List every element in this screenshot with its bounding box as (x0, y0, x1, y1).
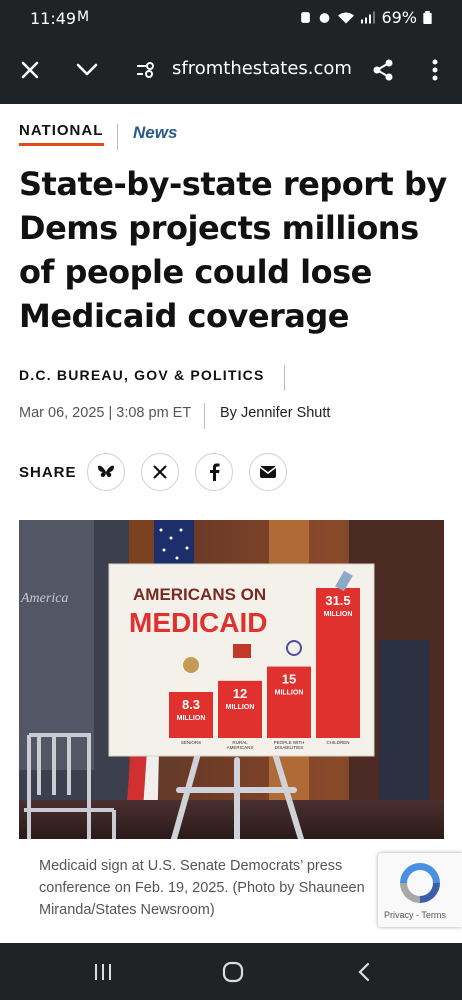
share-label: SHARE (19, 464, 77, 481)
close-icon[interactable] (14, 54, 46, 86)
recaptcha-icon (400, 863, 440, 903)
sign-bar-unit: MILLION (275, 690, 304, 697)
article-date: Mar 06, 2025 | 3:08 pm ET (19, 405, 192, 421)
photo-caption: Medicaid sign at U.S. Senate Democrats’ … (39, 858, 365, 918)
alarm-icon (320, 13, 330, 23)
bluesky-share-button[interactable] (87, 453, 125, 491)
section-kicker[interactable]: NATIONAL (19, 122, 104, 139)
sign-bar-value: 12 (233, 686, 247, 701)
article-byline[interactable]: By Jennifer Shutt (220, 405, 331, 421)
x-logo-icon (153, 465, 167, 479)
divider (284, 365, 285, 391)
lock-icon (301, 12, 311, 23)
facebook-share-button[interactable] (195, 453, 233, 491)
sign-bar-label: PEOPLE WITH (274, 740, 305, 745)
share-icon[interactable] (367, 54, 399, 86)
url-bar[interactable]: sfromthestates.com (172, 58, 352, 79)
sign-bar (169, 692, 213, 738)
sign-bar-label: CHILDREN (326, 740, 349, 745)
divider (117, 124, 118, 150)
facebook-icon (210, 463, 220, 481)
android-nav-bar (0, 943, 462, 1000)
browser-toolbar: sfromthestates.com (0, 36, 462, 104)
photo-illustration: America AMERICANS ON MEDICAID 8.3 MILLION… (19, 520, 444, 839)
background-wall-text: America (20, 591, 68, 606)
recaptcha-terms[interactable]: Privacy - Terms (384, 910, 446, 920)
sign-bar (316, 588, 360, 738)
site-settings-icon[interactable] (130, 54, 162, 86)
sign-bar-unit: MILLION (324, 611, 353, 618)
category-label[interactable]: News (133, 123, 178, 142)
back-icon[interactable] (349, 957, 379, 987)
mail-icon (259, 466, 277, 478)
battery-percent: 69% (381, 8, 417, 27)
recent-apps-icon[interactable] (88, 957, 118, 987)
sign-bar-unit: MILLION (177, 715, 206, 722)
chevron-down-icon[interactable] (71, 54, 103, 86)
home-icon[interactable] (218, 957, 248, 987)
status-bar: 11:49 M 69% (0, 0, 462, 36)
bureau-label[interactable]: D.C. BUREAU, GOV & POLITICS (19, 367, 265, 383)
article-photo[interactable]: America AMERICANS ON MEDICAID 8.3 MILLION… (19, 520, 444, 839)
x-share-button[interactable] (141, 453, 179, 491)
sign-title-line2: MEDICAID (129, 607, 267, 638)
wheelchair-icon (286, 640, 302, 656)
signal-icon (361, 11, 376, 24)
barn-icon (233, 644, 251, 658)
article-headline: State-by-state report by Dems projects m… (19, 165, 447, 335)
email-share-button[interactable] (249, 453, 287, 491)
butterfly-icon (98, 465, 114, 477)
battery-icon (423, 11, 432, 24)
bottle-icon (335, 570, 353, 592)
gmail-notification-icon: M (77, 9, 90, 25)
sign-bar-unit: MILLION (226, 704, 255, 711)
sign-bar-chart: 8.3 MILLION SENIORS 12 MILLION RURALAMERICANS… (169, 588, 360, 750)
status-time: 11:49 (30, 9, 77, 28)
sign-bar (218, 680, 262, 738)
divider (204, 403, 205, 429)
sign-bar-label: AMERICANS (227, 745, 254, 750)
sign-title-line1: AMERICANS ON (133, 585, 266, 604)
sign-bar-value: 15 (282, 672, 296, 687)
more-menu-icon[interactable] (419, 54, 451, 86)
status-icons: 69% (299, 8, 432, 27)
sign-bar-value: 31.5 (325, 593, 350, 608)
recaptcha-badge[interactable]: Privacy - Terms (378, 853, 462, 927)
sign-bar-value: 8.3 (182, 697, 200, 712)
senior-icon (183, 657, 199, 673)
sign-bar (267, 666, 311, 738)
wifi-icon (338, 12, 355, 24)
sign-bar-label: SENIORS (181, 740, 201, 745)
kicker-underline (19, 143, 104, 146)
sign-bar-label: RURAL (232, 740, 248, 745)
sign-bar-label: DISABILITIES (275, 745, 304, 750)
